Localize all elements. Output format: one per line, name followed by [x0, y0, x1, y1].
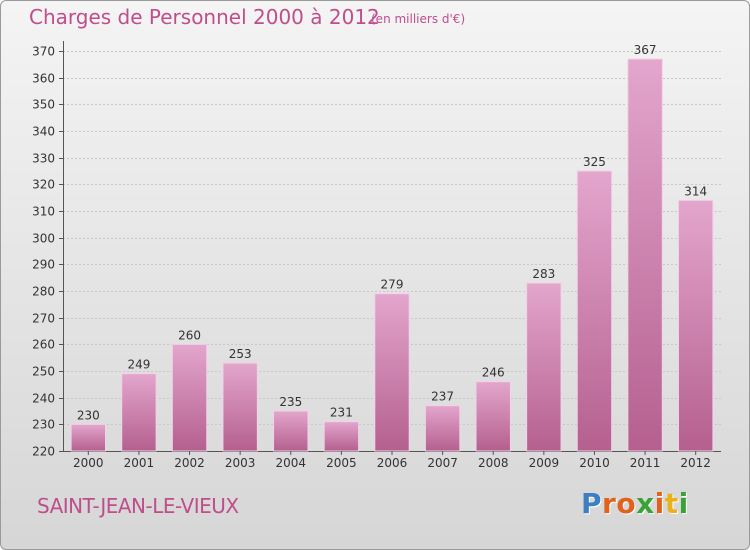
y-tick-label: 360 — [32, 72, 55, 86]
x-tick-label: 2000 — [73, 456, 104, 470]
y-tick-label: 260 — [32, 338, 55, 352]
x-tick-label: 2002 — [174, 456, 205, 470]
bar — [475, 381, 511, 452]
x-tick-label: 2004 — [275, 456, 306, 470]
y-tick-label: 320 — [32, 178, 55, 192]
y-tick-label: 280 — [32, 285, 55, 299]
x-tick-label: 2011 — [630, 456, 661, 470]
value-label: 283 — [532, 267, 555, 281]
bar — [70, 423, 107, 452]
bar — [121, 373, 157, 452]
y-tick-label: 250 — [32, 365, 55, 379]
place-name: SAINT-JEAN-LE-VIEUX — [37, 494, 239, 518]
logo-letter: P — [581, 487, 603, 520]
bar — [374, 293, 410, 452]
proxiti-logo[interactable]: Proxiti — [581, 487, 689, 520]
x-tick-label: 2006 — [377, 456, 408, 470]
x-tick-label: 2003 — [225, 456, 256, 470]
bar — [424, 405, 461, 452]
logo-letter: i — [654, 487, 665, 520]
value-labels: 230 249 260 253 235 231 279 237 246 283 325 367 314 — [77, 43, 707, 422]
value-label: 367 — [634, 43, 657, 57]
logo-letter: o — [616, 487, 637, 520]
bar — [222, 362, 258, 452]
x-tick-label: 2008 — [478, 456, 509, 470]
value-label: 235 — [279, 395, 302, 409]
logo-letter: t — [664, 487, 679, 520]
value-label: 260 — [178, 328, 201, 342]
value-label: 237 — [431, 390, 454, 404]
y-tick-label: 220 — [32, 445, 55, 459]
bar — [677, 199, 714, 452]
y-tick-label: 350 — [32, 98, 55, 112]
value-label: 249 — [127, 358, 150, 372]
y-tick-label: 240 — [32, 392, 55, 406]
logo-letter: r — [602, 487, 617, 520]
x-tick-label: 2005 — [326, 456, 357, 470]
y-tick-label: 370 — [32, 45, 55, 59]
bar — [627, 58, 663, 452]
x-tick-label: 2009 — [529, 456, 560, 470]
x-tick-label: 2001 — [124, 456, 155, 470]
value-label: 230 — [77, 408, 100, 422]
value-label: 279 — [381, 278, 404, 292]
y-tick-label: 340 — [32, 125, 55, 139]
x-tick-labels: 2000 2001 2002 2003 2004 2005 2006 2007 2008 2009… — [73, 451, 711, 470]
y-tick-label: 230 — [32, 418, 55, 432]
bar — [171, 343, 208, 452]
value-label: 325 — [583, 155, 606, 169]
bars — [70, 58, 714, 452]
chart-subtitle: (en milliers d'€) — [371, 12, 466, 26]
y-tick-label: 270 — [32, 312, 55, 326]
x-tick-label: 2012 — [680, 456, 711, 470]
value-label: 314 — [684, 184, 707, 198]
logo-letter: i — [678, 487, 689, 520]
bar — [273, 410, 309, 452]
bar — [323, 421, 360, 452]
logo-letter: x — [636, 487, 655, 520]
value-label: 253 — [229, 347, 252, 361]
y-tick-label: 290 — [32, 258, 55, 272]
chart-title: Charges de Personnel 2000 à 2012 — [29, 5, 380, 29]
x-tick-label: 2007 — [427, 456, 458, 470]
x-tick-label: 2010 — [579, 456, 610, 470]
bar — [526, 282, 562, 452]
y-tick-label: 330 — [32, 152, 55, 166]
y-tick-label: 300 — [32, 232, 55, 246]
value-label: 231 — [330, 406, 353, 420]
bar — [576, 170, 613, 452]
y-tick-label: 310 — [32, 205, 55, 219]
y-tick-labels: 220 230 240 250 260 270 280 290 300 310 320 330 340 3… — [32, 45, 55, 459]
value-label: 246 — [482, 366, 505, 380]
